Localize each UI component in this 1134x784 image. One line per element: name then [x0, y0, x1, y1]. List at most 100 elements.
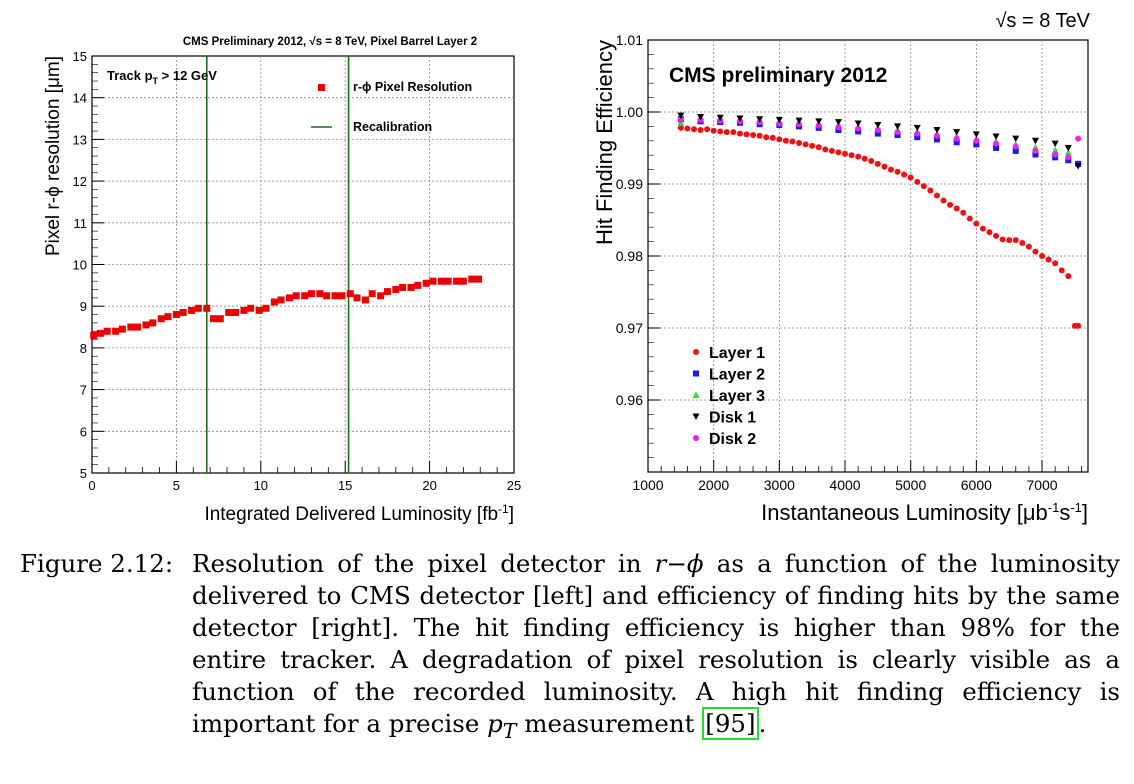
caption-text-3: measurement [516, 709, 703, 738]
resolution-point [368, 290, 376, 298]
right-data-points [677, 112, 1082, 329]
legend-label-layer-1: Layer 1 [709, 345, 765, 362]
layer1-point [901, 171, 908, 178]
layer1-point [973, 220, 980, 227]
layer1-point [848, 152, 855, 159]
layer1-point [861, 155, 868, 162]
layer2-point [933, 136, 940, 143]
layer1-point [776, 136, 783, 143]
layer1-point [789, 138, 796, 145]
resolution-point [383, 288, 391, 296]
resolution-point [142, 321, 150, 329]
resolution-point [157, 315, 165, 323]
disk2-point [993, 140, 1000, 147]
right-grid [648, 40, 1088, 472]
layer1-point [914, 178, 921, 185]
caption-text-4: . [758, 709, 767, 738]
left-y-tick-label: 5 [80, 466, 87, 481]
resolution-point [361, 296, 369, 304]
layer1-point [874, 160, 881, 167]
left-y-tick-label: 9 [80, 299, 87, 314]
resolution-point [103, 327, 111, 335]
right-x-tick-label: 2000 [698, 477, 729, 493]
layer1-point [907, 174, 914, 181]
left-y-tick-label: 7 [80, 383, 87, 398]
layer1-point [677, 124, 684, 131]
layer2-point [993, 145, 1000, 151]
disk1-point [716, 114, 724, 122]
layer2-point [874, 130, 881, 137]
right-y-tick-label: 1.01 [616, 32, 643, 48]
resolution-point [468, 275, 476, 283]
left-axis-ticks [91, 55, 515, 474]
resolution-point [444, 277, 452, 285]
layer2-point [973, 141, 980, 148]
right-axis-ticks [647, 39, 1082, 473]
resolution-point [285, 294, 293, 302]
right-x-axis-label: Instantaneous Luminosity [μb-1s-1] [761, 500, 1088, 525]
resolution-point [392, 286, 400, 294]
layer1-point [960, 209, 967, 216]
layer1-point [894, 168, 901, 175]
layer1-point [763, 134, 770, 141]
right-y-tick-label: 0.96 [616, 392, 643, 408]
right-x-tick-label: 6000 [961, 477, 992, 493]
layer1-point [710, 127, 717, 134]
caption-math-p: p [487, 709, 503, 738]
layer1-point [717, 128, 724, 135]
layer1-point [1045, 256, 1052, 263]
layer1-point [1006, 237, 1013, 244]
layer2-point [1032, 151, 1039, 158]
resolution-point [112, 327, 120, 335]
disk2-point [1065, 154, 1072, 161]
legend-marker-layer-1 [693, 349, 699, 355]
caption-label: Figure 2.12: [20, 549, 174, 578]
legend-marker-layer-3 [692, 391, 700, 398]
left-recalibration-lines [205, 56, 350, 473]
resolution-point [240, 306, 248, 314]
left-y-tick-label: 13 [73, 132, 87, 147]
caption-math-phi: ϕ [686, 549, 704, 578]
layer2-point [953, 139, 960, 146]
resolution-point [399, 283, 407, 291]
resolution-point [172, 311, 180, 319]
resolution-point [96, 329, 104, 337]
layer1-point [887, 166, 894, 173]
resolution-point [262, 304, 270, 312]
resolution-point [459, 277, 467, 285]
disk2-point [894, 129, 901, 136]
right-x-tick-label: 4000 [829, 477, 860, 493]
caption-math-r: r [654, 549, 667, 578]
layer1-point [999, 236, 1006, 243]
disk1-point [874, 121, 882, 129]
resolution-point [247, 304, 255, 312]
resolution-point [270, 298, 278, 306]
left-x-tick-label: 25 [507, 478, 521, 493]
layer1-point [986, 229, 993, 236]
layer1-point [743, 131, 750, 138]
resolution-point [453, 277, 461, 285]
resolution-point [292, 292, 300, 300]
disk1-point [1064, 145, 1072, 152]
resolution-point [127, 323, 135, 331]
disk1-point [736, 115, 744, 122]
legend-marker-disk-1 [692, 413, 700, 420]
disk1-point [1012, 135, 1020, 143]
disk2-point [953, 135, 960, 142]
layer1-point [684, 125, 691, 132]
layer1-point [1058, 267, 1065, 274]
resolution-point [331, 292, 339, 300]
resolution-point [90, 331, 98, 339]
layer1-point [947, 201, 954, 208]
resolution-point [429, 277, 437, 285]
layer1-point [855, 153, 862, 160]
layer1-point [920, 183, 927, 190]
layer1-point [953, 205, 960, 212]
resolution-point [225, 308, 233, 316]
resolution-point [231, 308, 239, 316]
citation-link[interactable]: [95] [702, 707, 759, 740]
layer1-point [1025, 243, 1032, 250]
layer1-point [1032, 248, 1039, 255]
layer1-point [1039, 253, 1046, 259]
